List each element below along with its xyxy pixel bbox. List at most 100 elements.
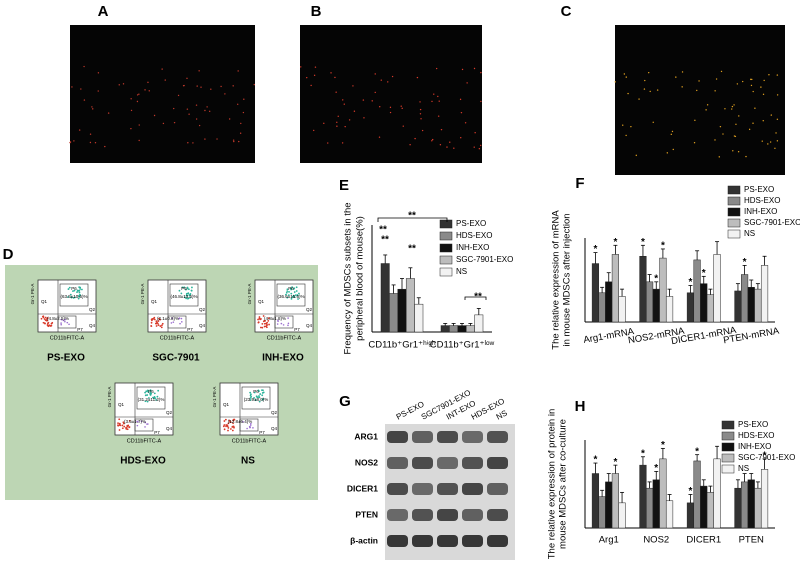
event — [67, 288, 70, 290]
event — [233, 418, 236, 421]
speckle — [237, 70, 239, 72]
speckle — [206, 106, 208, 108]
event — [276, 323, 279, 325]
legend-swatch — [439, 219, 453, 229]
speckle — [420, 118, 422, 120]
event — [186, 286, 189, 289]
bar — [380, 263, 390, 333]
micro-image-a — [70, 25, 255, 163]
event — [231, 429, 234, 432]
event — [180, 317, 183, 320]
event — [261, 322, 264, 325]
band — [462, 457, 483, 469]
bar — [706, 294, 714, 323]
speckle — [92, 108, 94, 110]
event — [288, 290, 290, 293]
speckle — [671, 130, 674, 133]
speckle — [198, 124, 201, 127]
gate-value: (63.5±10.6)% — [61, 294, 88, 299]
event — [64, 320, 66, 323]
speckle — [652, 121, 654, 124]
band — [487, 509, 508, 521]
event — [256, 396, 259, 399]
speckle — [643, 88, 646, 90]
speckle — [478, 148, 481, 150]
speckle — [461, 68, 464, 71]
event — [78, 286, 81, 289]
band — [387, 483, 408, 495]
speckle — [104, 145, 106, 148]
speckle — [614, 81, 616, 83]
speckle — [776, 118, 779, 121]
gate-p6 — [241, 386, 271, 410]
speckle — [387, 81, 389, 83]
event — [223, 420, 226, 422]
event — [153, 392, 156, 395]
speckle — [419, 113, 422, 115]
event — [267, 319, 270, 322]
event — [249, 424, 252, 426]
quadrant-label: Q1 — [118, 402, 125, 407]
event — [144, 400, 147, 403]
event — [229, 421, 232, 424]
event — [280, 322, 283, 325]
event — [225, 425, 227, 428]
event — [46, 324, 49, 326]
event — [263, 325, 266, 328]
speckle — [706, 104, 709, 106]
speckle — [714, 139, 716, 141]
event — [122, 422, 125, 425]
gate-p6 — [169, 283, 199, 307]
event — [253, 397, 255, 399]
speckle — [314, 66, 317, 68]
event — [185, 294, 188, 297]
bar — [652, 479, 660, 529]
event — [265, 326, 268, 329]
legend-label: SGC-7901-EXO — [456, 255, 513, 264]
event — [147, 397, 150, 399]
event — [78, 289, 81, 292]
event — [153, 396, 156, 398]
speckle — [745, 155, 747, 158]
bar — [611, 254, 619, 323]
event — [40, 317, 43, 320]
speckle — [752, 122, 754, 124]
band — [387, 431, 408, 443]
speckle — [776, 74, 779, 76]
speckle — [449, 141, 451, 143]
speckle — [762, 120, 764, 122]
event — [250, 395, 253, 398]
legend-swatch — [439, 267, 453, 277]
event — [248, 425, 251, 428]
event — [227, 429, 229, 432]
speckle — [208, 110, 211, 113]
speckle — [751, 78, 753, 81]
legend-label: HDS-EXO — [738, 431, 774, 440]
speckle — [479, 144, 482, 147]
bar — [713, 254, 721, 323]
x-tick-label: DICER1 — [686, 535, 721, 546]
event — [229, 428, 232, 430]
significance: * — [613, 237, 617, 248]
legend-swatch — [721, 453, 735, 463]
speckle — [731, 105, 734, 108]
legend-label: PS-EXO — [744, 185, 774, 194]
event — [257, 389, 260, 392]
legend-label: PS-EXO — [456, 219, 486, 228]
event — [183, 296, 186, 299]
band — [487, 535, 508, 547]
event — [151, 317, 154, 320]
flow-x-label: CD11bFITC-A — [232, 438, 267, 444]
gate-p7 — [57, 315, 77, 329]
speckle — [237, 103, 239, 106]
panel-letter: D — [3, 246, 14, 263]
lane-label: PS-EXO — [395, 399, 426, 421]
speckle — [232, 85, 234, 87]
legend-label: INH-EXO — [744, 207, 777, 216]
micro-image-c — [615, 25, 785, 175]
speckle — [300, 66, 302, 68]
event — [262, 389, 264, 392]
speckle — [769, 141, 772, 143]
speckle — [177, 94, 180, 97]
significance: ** — [379, 225, 387, 236]
